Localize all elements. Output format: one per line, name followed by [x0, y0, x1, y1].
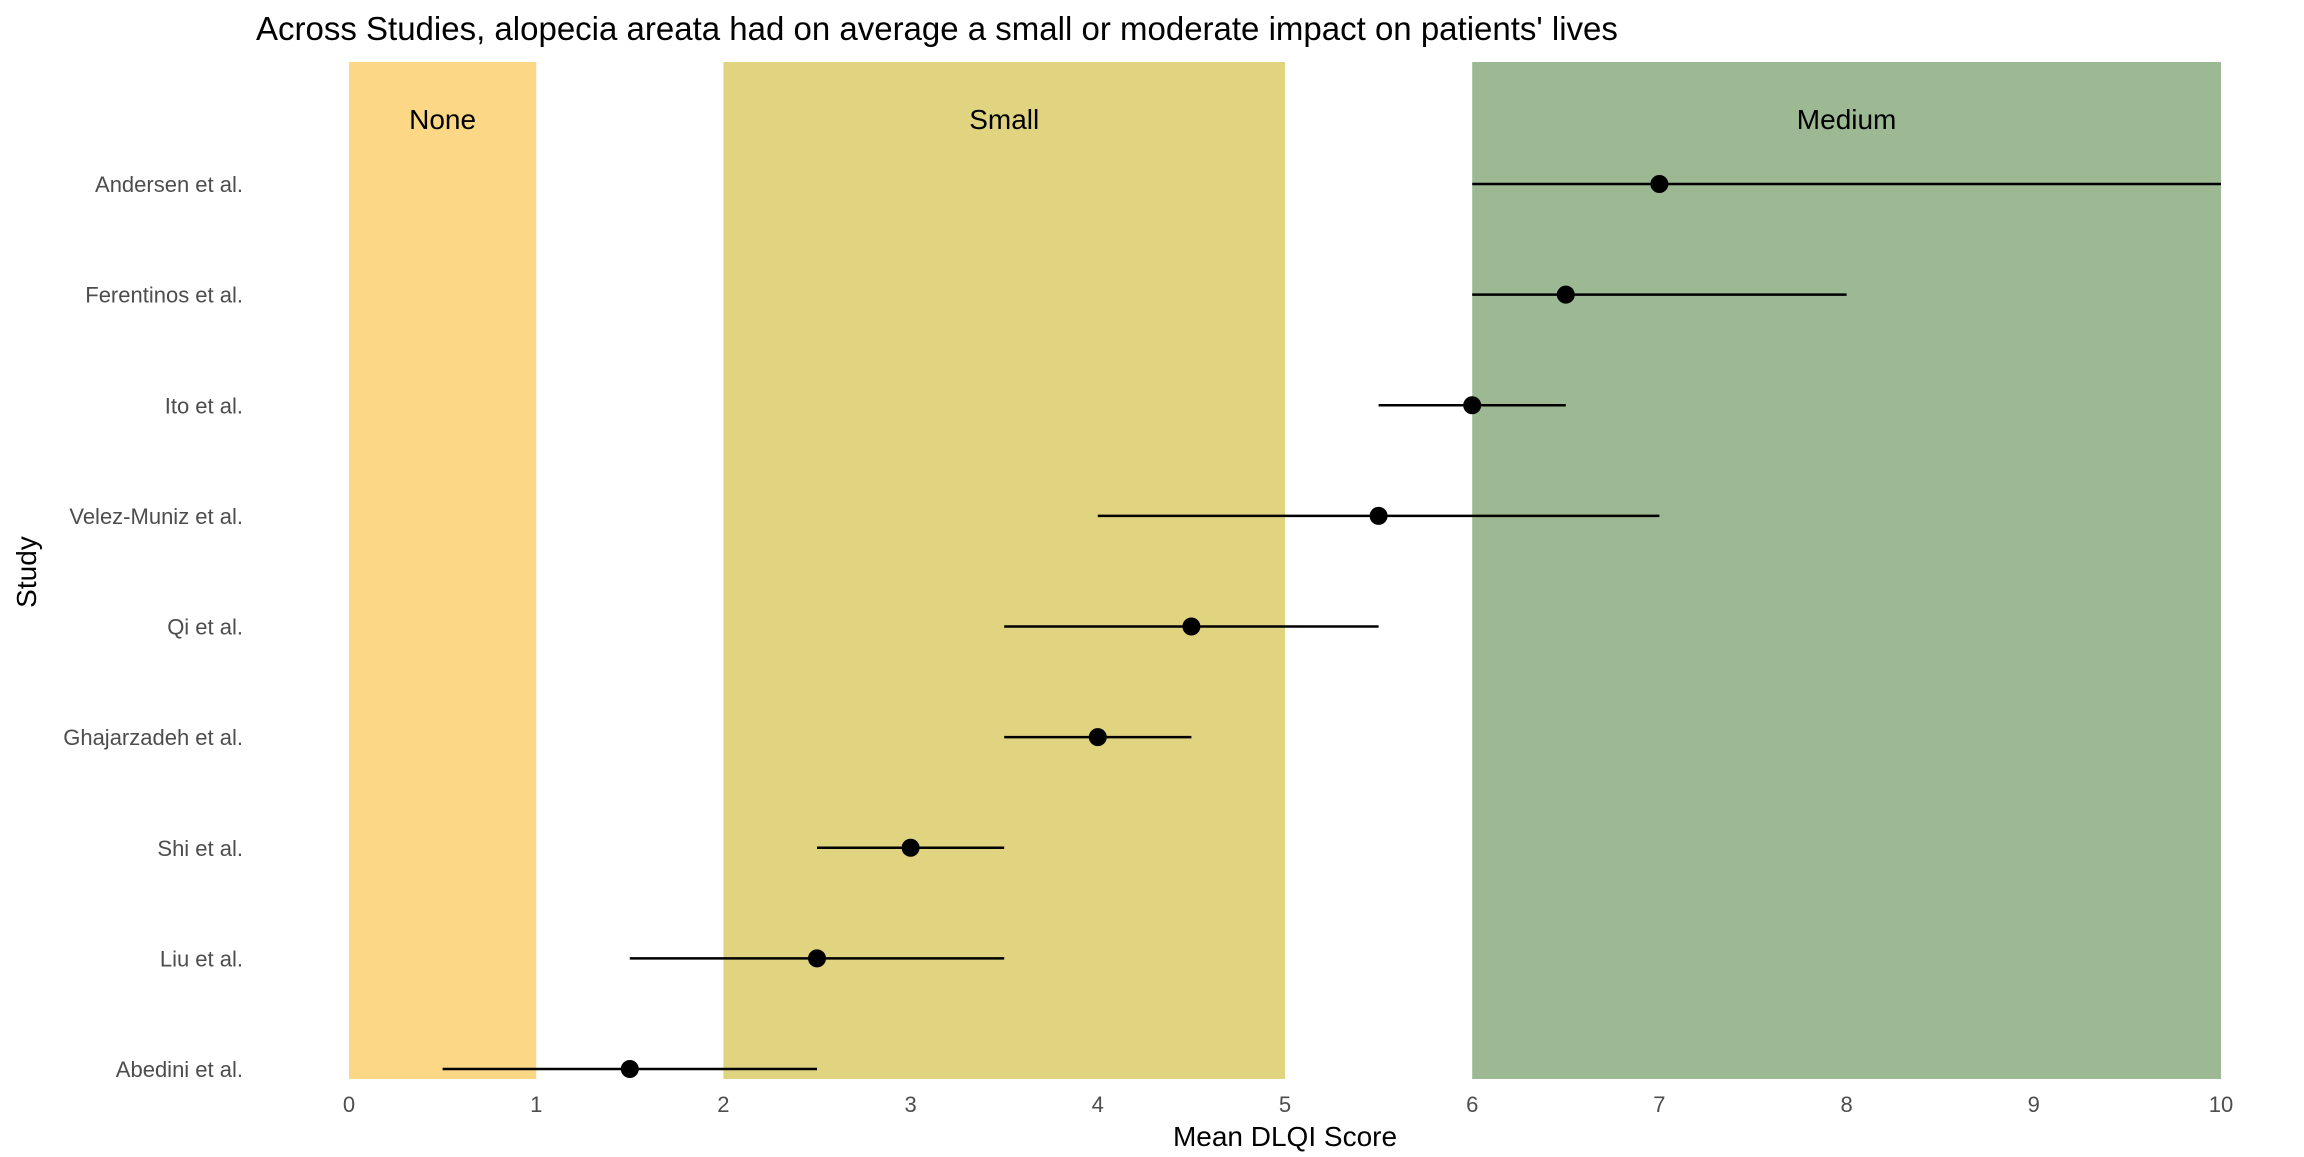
point-ito-et-al — [1463, 396, 1482, 415]
y-tick-label: Liu et al. — [160, 946, 243, 971]
band-label-medium: Medium — [1797, 104, 1897, 135]
y-tick-label: Ghajarzadeh et al. — [63, 725, 243, 750]
y-tick-label: Andersen et al. — [95, 172, 243, 197]
band-medium — [1472, 62, 2221, 1079]
x-tick-layer: 0 1 2 3 4 5 6 7 8 9 10 — [343, 1092, 2233, 1117]
x-axis-title: Mean DLQI Score — [1173, 1121, 1397, 1152]
point-shi-et-al — [901, 838, 920, 857]
band-layer — [349, 62, 2221, 1079]
y-axis-title: Study — [11, 536, 42, 608]
x-tick-label: 4 — [1092, 1092, 1104, 1117]
point-andersen-et-al — [1650, 175, 1669, 193]
x-tick-label: 6 — [1466, 1092, 1478, 1117]
band-label-layer: None Small Medium — [409, 104, 1896, 135]
point-ferentinos-et-al — [1556, 285, 1575, 304]
point-ghajarzadeh-et-al — [1088, 728, 1107, 747]
x-tick-label: 9 — [2028, 1092, 2040, 1117]
chart-title: Across Studies, alopecia areata had on a… — [256, 10, 1618, 47]
x-tick-label: 7 — [1653, 1092, 1665, 1117]
y-tick-label: Shi et al. — [157, 836, 243, 861]
band-label-none: None — [409, 104, 476, 135]
x-tick-label: 5 — [1279, 1092, 1291, 1117]
band-label-small: Small — [969, 104, 1039, 135]
y-tick-layer: Andersen et al. Ferentinos et al. Ito et a… — [63, 172, 243, 1082]
x-tick-label: 2 — [717, 1092, 729, 1117]
x-tick-label: 0 — [343, 1092, 355, 1117]
y-tick-label: Abedini et al. — [116, 1057, 243, 1082]
x-tick-label: 3 — [904, 1092, 916, 1117]
point-qi-et-al — [1182, 617, 1201, 636]
band-small — [723, 62, 1285, 1079]
y-tick-label: Qi et al. — [167, 615, 243, 640]
x-tick-label: 1 — [530, 1092, 542, 1117]
point-abedini-et-al — [620, 1060, 639, 1078]
point-layer — [620, 175, 1669, 1078]
x-tick-label: 10 — [2209, 1092, 2233, 1117]
point-liu-et-al — [808, 949, 826, 968]
band-none — [349, 62, 537, 1079]
y-tick-label: Velez-Muniz et al. — [69, 504, 243, 529]
x-tick-label: 8 — [1840, 1092, 1852, 1117]
point-velez-muniz-et-al — [1369, 506, 1388, 525]
y-tick-label: Ito et al. — [165, 393, 243, 418]
y-tick-label: Ferentinos et al. — [85, 283, 243, 308]
